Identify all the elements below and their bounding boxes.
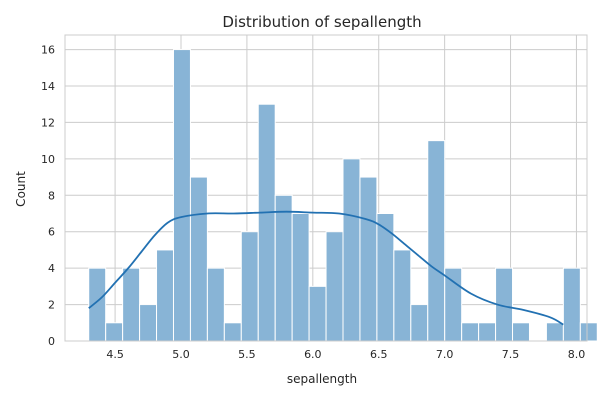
x-tick-label: 7.5: [502, 348, 520, 361]
histogram-bar: [359, 176, 378, 342]
kde-curve: [88, 210, 564, 326]
x-tick-label: 6.0: [304, 348, 322, 361]
x-tick-label: 7.0: [436, 348, 454, 361]
chart-title: Distribution of sepallength: [222, 13, 421, 31]
y-tick-label: 8: [48, 189, 55, 202]
histogram-bar: [342, 158, 361, 342]
histogram-bar: [512, 322, 530, 342]
x-axis-label: sepallength: [287, 372, 357, 386]
x-tick-label: 6.5: [370, 348, 388, 361]
histogram-bar: [172, 49, 191, 342]
y-tick-label: 14: [41, 80, 55, 93]
x-tick-label: 4.5: [106, 348, 124, 361]
histogram-bar: [274, 194, 293, 342]
y-tick-label: 2: [48, 299, 55, 312]
histogram-bar: [156, 249, 174, 342]
x-tick-label: 5.5: [238, 348, 256, 361]
histogram-bars: [88, 49, 598, 342]
y-tick-label: 12: [41, 116, 55, 129]
x-tick-labels: 4.5 5.0 5.5 6.0 6.5 7.0 7.5 8.0: [106, 348, 585, 361]
histogram-bar: [206, 267, 225, 342]
histogram-bar: [478, 322, 497, 342]
y-tick-label: 16: [41, 44, 55, 57]
y-tick-label: 6: [48, 226, 55, 239]
histogram-bar: [393, 249, 412, 342]
histogram-bar: [325, 231, 344, 342]
histogram-bar: [189, 176, 208, 342]
histogram-bar: [410, 304, 429, 342]
histogram-bar: [223, 322, 242, 342]
histogram-bar: [308, 285, 327, 342]
histogram-bar: [545, 322, 564, 342]
histogram-bar: [139, 304, 158, 342]
histogram-bar: [579, 322, 598, 342]
x-tick-label: 5.0: [172, 348, 190, 361]
histogram-bar: [257, 103, 276, 342]
histogram-bar: [444, 267, 463, 342]
histogram-bar: [240, 231, 259, 342]
histogram-bar: [122, 267, 141, 342]
histogram-bar: [461, 322, 480, 342]
y-axis-label: Count: [14, 171, 28, 207]
y-tick-label: 4: [48, 262, 55, 275]
histogram-bar: [427, 140, 446, 342]
histogram-bar: [562, 267, 581, 342]
y-tick-label: 10: [41, 153, 55, 166]
x-tick-label: 8.0: [568, 348, 586, 361]
histogram-bar: [88, 267, 107, 342]
plot-frame: [64, 34, 588, 342]
y-tick-label: 0: [48, 335, 55, 348]
histogram-bar: [291, 213, 310, 342]
histogram-bar: [105, 322, 124, 342]
y-tick-labels: 0 2 4 6 8 10 12 14 16: [41, 44, 55, 348]
